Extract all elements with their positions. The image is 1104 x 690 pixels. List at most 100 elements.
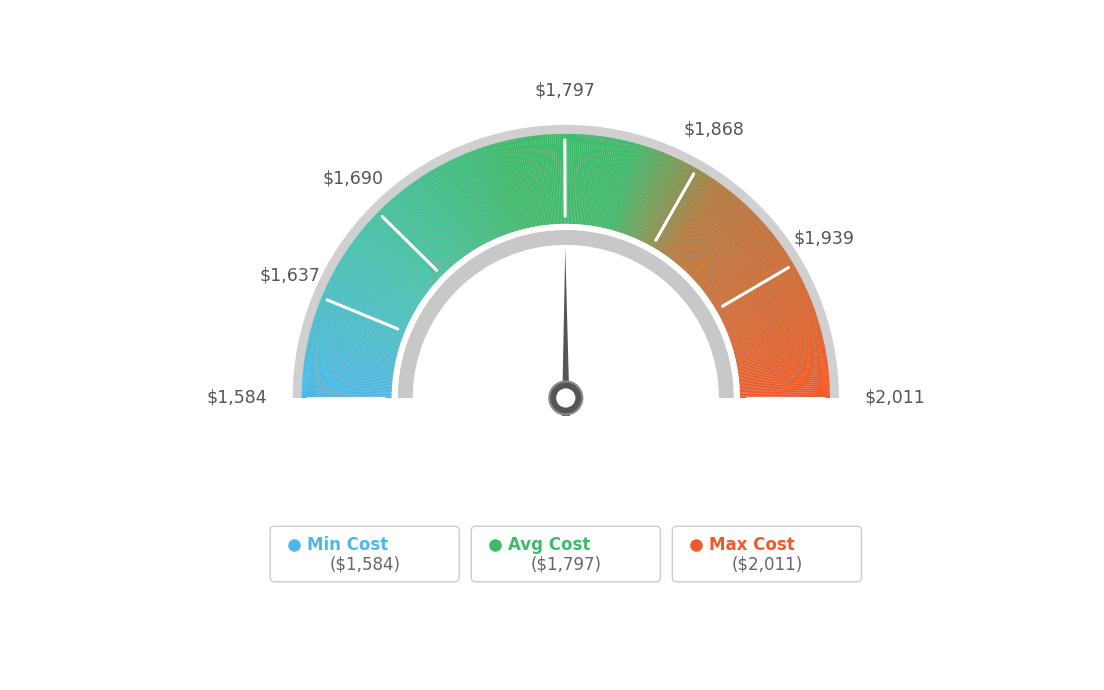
- Wedge shape: [733, 322, 819, 349]
- Wedge shape: [560, 134, 563, 224]
- Wedge shape: [329, 280, 410, 322]
- Wedge shape: [363, 226, 434, 286]
- Wedge shape: [584, 135, 595, 225]
- Wedge shape: [527, 137, 541, 226]
- Wedge shape: [402, 189, 459, 262]
- Wedge shape: [392, 224, 740, 398]
- Wedge shape: [679, 197, 739, 266]
- Wedge shape: [405, 187, 461, 259]
- Wedge shape: [302, 384, 392, 390]
- Wedge shape: [331, 275, 412, 317]
- Wedge shape: [307, 342, 395, 363]
- Wedge shape: [716, 265, 795, 312]
- Wedge shape: [541, 135, 551, 225]
- Wedge shape: [322, 293, 406, 330]
- Wedge shape: [371, 219, 438, 281]
- Wedge shape: [485, 146, 513, 233]
- Wedge shape: [301, 392, 392, 395]
- Wedge shape: [338, 264, 416, 310]
- Wedge shape: [740, 384, 829, 390]
- Wedge shape: [673, 190, 731, 262]
- Wedge shape: [379, 210, 444, 275]
- Wedge shape: [529, 136, 543, 226]
- Wedge shape: [423, 175, 473, 252]
- Wedge shape: [676, 193, 734, 264]
- Wedge shape: [346, 251, 421, 302]
- Wedge shape: [329, 278, 411, 320]
- Wedge shape: [736, 344, 825, 364]
- Wedge shape: [597, 138, 615, 227]
- Wedge shape: [399, 192, 457, 263]
- Wedge shape: [739, 367, 828, 379]
- Wedge shape: [736, 346, 826, 366]
- Wedge shape: [349, 246, 423, 299]
- Wedge shape: [683, 203, 745, 270]
- Wedge shape: [391, 199, 452, 268]
- Wedge shape: [733, 326, 820, 352]
- Wedge shape: [687, 208, 751, 274]
- Wedge shape: [307, 344, 395, 364]
- Wedge shape: [735, 338, 824, 360]
- Wedge shape: [302, 373, 393, 383]
- Wedge shape: [562, 134, 564, 224]
- Wedge shape: [397, 193, 456, 264]
- Wedge shape: [569, 134, 572, 224]
- Wedge shape: [386, 203, 448, 270]
- Wedge shape: [314, 318, 400, 347]
- Wedge shape: [699, 228, 769, 287]
- Wedge shape: [731, 313, 816, 343]
- Wedge shape: [368, 221, 436, 283]
- Wedge shape: [640, 159, 680, 241]
- Wedge shape: [553, 134, 559, 224]
- Wedge shape: [301, 390, 392, 394]
- Wedge shape: [463, 154, 499, 237]
- Wedge shape: [321, 297, 405, 333]
- Wedge shape: [549, 135, 556, 224]
- Wedge shape: [619, 147, 649, 233]
- Wedge shape: [317, 308, 402, 340]
- Wedge shape: [659, 175, 709, 252]
- Wedge shape: [308, 338, 396, 360]
- Wedge shape: [311, 326, 399, 352]
- Wedge shape: [654, 170, 700, 248]
- Wedge shape: [732, 318, 818, 347]
- Wedge shape: [396, 195, 455, 265]
- Wedge shape: [337, 265, 415, 312]
- Wedge shape: [617, 146, 646, 232]
- Wedge shape: [603, 140, 624, 228]
- Wedge shape: [482, 147, 512, 233]
- Wedge shape: [729, 306, 815, 339]
- Wedge shape: [631, 153, 667, 237]
- Wedge shape: [740, 388, 830, 393]
- Wedge shape: [627, 151, 661, 235]
- Wedge shape: [614, 144, 641, 231]
- Wedge shape: [585, 135, 597, 225]
- Wedge shape: [378, 211, 443, 276]
- Wedge shape: [688, 210, 753, 275]
- Wedge shape: [578, 135, 586, 224]
- Wedge shape: [586, 136, 598, 225]
- Wedge shape: [710, 250, 785, 302]
- Wedge shape: [357, 235, 429, 291]
- Wedge shape: [711, 253, 788, 304]
- Wedge shape: [347, 250, 422, 302]
- Wedge shape: [601, 139, 622, 228]
- Wedge shape: [328, 282, 410, 323]
- Wedge shape: [726, 297, 810, 333]
- Wedge shape: [596, 138, 613, 227]
- Wedge shape: [594, 137, 612, 226]
- Wedge shape: [582, 135, 593, 225]
- Wedge shape: [635, 155, 672, 239]
- Wedge shape: [452, 159, 491, 241]
- Wedge shape: [316, 310, 402, 342]
- Wedge shape: [725, 291, 808, 329]
- Wedge shape: [312, 322, 399, 349]
- Wedge shape: [321, 295, 405, 331]
- Wedge shape: [720, 275, 800, 317]
- Wedge shape: [533, 136, 545, 225]
- Wedge shape: [519, 138, 535, 227]
- Wedge shape: [666, 182, 720, 256]
- Wedge shape: [645, 163, 688, 244]
- Wedge shape: [373, 216, 439, 279]
- Text: ($1,797): ($1,797): [530, 555, 602, 573]
